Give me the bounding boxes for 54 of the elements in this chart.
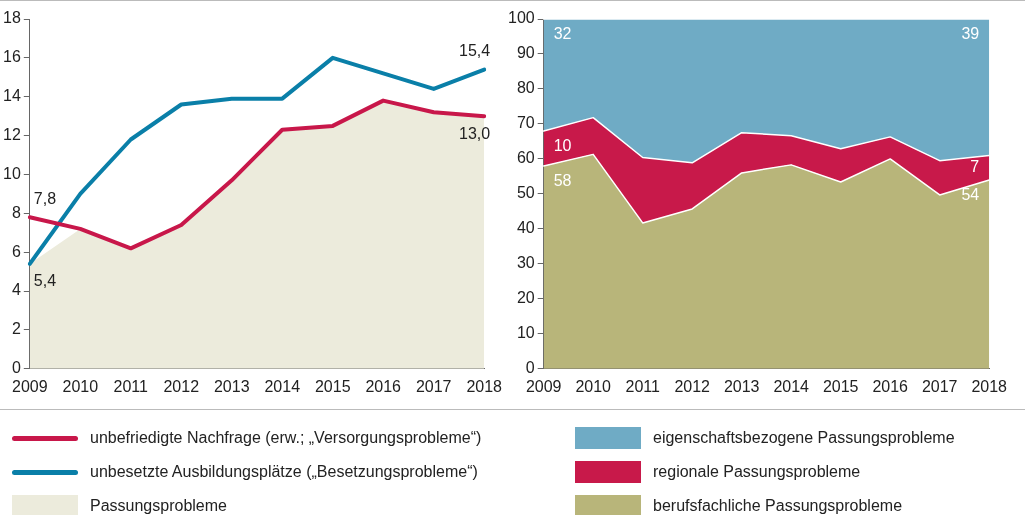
y-tick-label: 80 — [516, 79, 535, 97]
legend-label: Passungsprobleme — [90, 497, 227, 515]
x-tick-label: 2014 — [264, 377, 301, 395]
y-tick-label: 30 — [516, 254, 535, 272]
data-label: 54 — [961, 186, 980, 204]
x-tick-label: 2015 — [822, 377, 859, 395]
y-tick-label: 0 — [11, 359, 21, 377]
x-tick-label: 2014 — [773, 377, 810, 395]
data-label: 7,8 — [33, 189, 57, 207]
x-tick-label: 2013 — [213, 377, 250, 395]
x-tick-label: 2017 — [921, 377, 958, 395]
data-label: 5,4 — [33, 272, 57, 290]
x-tick-label: 2011 — [113, 377, 149, 395]
y-tick-label: 18 — [3, 9, 21, 27]
legend-label: regionale Passungsprobleme — [653, 463, 861, 481]
legend-label: eigenschaftsbezogene Passungsprobleme — [653, 429, 955, 447]
x-tick-label: 2011 — [625, 377, 660, 395]
y-tick-label: 4 — [11, 281, 21, 299]
x-tick-label: 2018 — [971, 377, 1008, 395]
y-tick-label: 14 — [3, 87, 21, 105]
y-tick-label: 100 — [507, 9, 535, 27]
y-tick-label: 10 — [516, 324, 535, 342]
y-tick-label: 12 — [3, 126, 21, 144]
y-tick-label: 60 — [516, 149, 535, 167]
x-tick-label: 2016 — [365, 377, 402, 395]
x-tick-label: 2016 — [872, 377, 909, 395]
x-tick-label: 2012 — [163, 377, 200, 395]
x-tick-label: 2010 — [575, 377, 612, 395]
data-label: 7 — [970, 158, 980, 176]
x-tick-label: 2017 — [415, 377, 452, 395]
x-tick-label: 2013 — [723, 377, 760, 395]
y-tick-label: 40 — [516, 219, 535, 237]
y-tick-label: 0 — [525, 359, 535, 377]
legend-label: unbefriedigte Nachfrage (erw.; „Versorgungsprobleme“) — [90, 429, 482, 447]
y-tick-label: 8 — [11, 203, 21, 221]
y-tick-label: 50 — [516, 184, 535, 202]
y-tick-label: 2 — [11, 320, 21, 338]
x-tick-label: 2009 — [12, 377, 48, 395]
legend-label: berufsfachliche Passungsprobleme — [653, 497, 903, 515]
x-tick-label: 2009 — [525, 377, 562, 395]
y-tick-label: 90 — [516, 44, 535, 62]
y-tick-label: 16 — [3, 48, 21, 66]
x-tick-label: 2015 — [314, 377, 351, 395]
legend-label: unbesetzte Ausbildungsplätze („Besetzungsprobleme“) — [90, 463, 478, 481]
data-label: 58 — [553, 172, 572, 190]
y-tick-label: 10 — [3, 164, 21, 182]
x-tick-label: 2018 — [466, 377, 503, 395]
y-tick-label: 20 — [516, 289, 535, 307]
x-tick-label: 2010 — [62, 377, 99, 395]
x-tick-label: 2012 — [674, 377, 711, 395]
y-tick-label: 70 — [516, 114, 535, 132]
data-label: 13,0 — [459, 124, 491, 142]
y-tick-label: 6 — [11, 242, 21, 260]
data-label: 15,4 — [459, 41, 491, 59]
